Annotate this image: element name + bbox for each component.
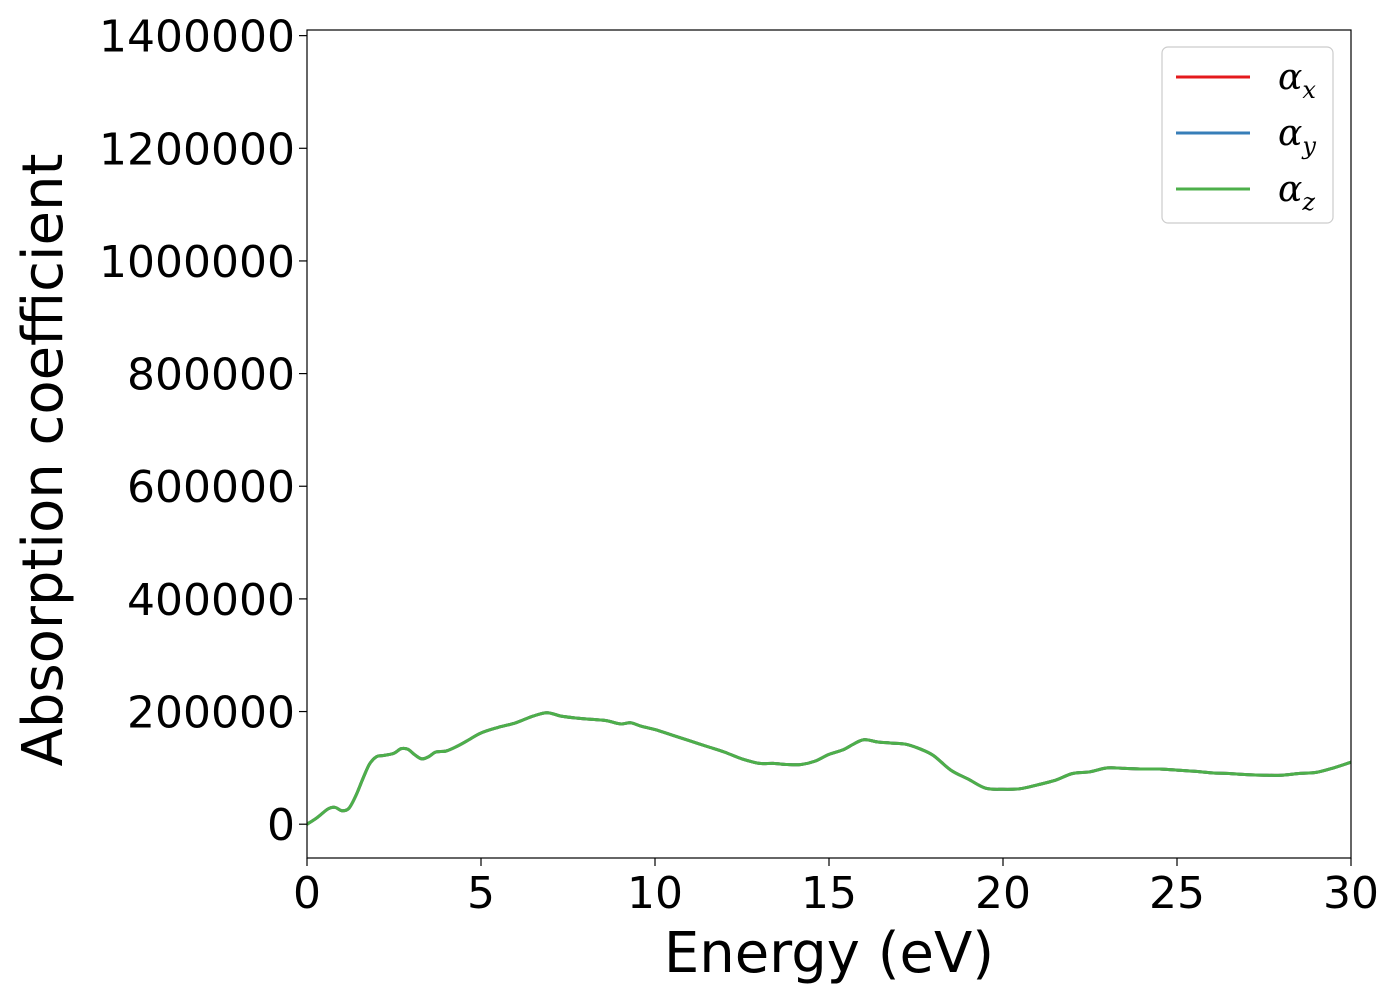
x-axis: 0 5 10 15 20 25 30 [293,858,1379,919]
x-tick-label: 0 [293,868,321,919]
series-line-z [307,711,1351,826]
legend: αx αy αz [1161,46,1334,224]
y-tick-label: 1400000 [99,12,295,63]
y-tick-label: 600000 [127,462,295,513]
legend-label-x: αx [1278,57,1316,104]
legend-label-z: αz [1278,169,1315,216]
x-tick-label: 20 [975,868,1031,919]
series-layer [307,711,1351,826]
legend-box [1161,46,1334,224]
x-tick-label: 15 [801,868,857,919]
y-tick-label: 400000 [127,575,295,626]
x-tick-label: 25 [1149,868,1205,919]
y-tick-label: 1200000 [99,124,295,175]
y-tick-label: 800000 [127,350,295,401]
y-tick-label: 200000 [127,688,295,739]
y-axis-title: Absorption coefficient [11,154,76,767]
y-axis: 0 200000 400000 600000 800000 1000000 1200000 1… [99,12,307,851]
y-tick-label: 0 [267,800,295,851]
x-axis-title: Energy (eV) [664,921,994,986]
legend-label-y: αy [1278,113,1316,160]
y-tick-label: 1000000 [99,237,295,288]
x-tick-label: 10 [627,868,683,919]
x-tick-label: 5 [467,868,495,919]
x-tick-label: 30 [1323,868,1379,919]
